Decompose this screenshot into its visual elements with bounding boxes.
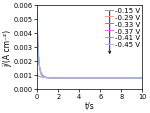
-0.37 V [36, 28, 38, 29]
-0.41 V [76, 77, 78, 79]
-0.37 V [97, 77, 99, 79]
-0.41 V [141, 77, 143, 79]
-0.15 V [141, 77, 143, 79]
-0.45 V [36, 11, 38, 13]
Line: -0.37 V: -0.37 V [37, 28, 142, 78]
-0.41 V [36, 15, 38, 17]
-0.15 V [105, 77, 106, 79]
-0.37 V [105, 77, 106, 79]
-0.41 V [105, 77, 106, 79]
-0.29 V [125, 77, 127, 79]
-0.45 V [99, 77, 101, 79]
-0.45 V [55, 77, 57, 79]
-0.33 V [105, 77, 106, 79]
-0.33 V [115, 77, 117, 79]
-0.29 V [76, 77, 78, 79]
-0.37 V [55, 77, 57, 79]
-0.33 V [55, 77, 57, 79]
-0.33 V [141, 77, 143, 79]
-0.45 V [115, 77, 117, 79]
Legend: -0.15 V, -0.29 V, -0.33 V, -0.37 V, -0.41 V, -0.45 V: -0.15 V, -0.29 V, -0.33 V, -0.37 V, -0.4… [104, 7, 141, 48]
-0.33 V [123, 77, 124, 79]
-0.15 V [115, 77, 117, 79]
-0.45 V [90, 77, 91, 79]
-0.33 V [36, 39, 38, 40]
-0.15 V [123, 77, 124, 79]
-0.33 V [76, 77, 78, 79]
-0.29 V [55, 77, 57, 79]
-0.41 V [123, 77, 124, 79]
Line: -0.15 V: -0.15 V [37, 75, 142, 78]
-0.37 V [123, 77, 124, 79]
Line: -0.29 V: -0.29 V [37, 48, 142, 78]
-0.37 V [76, 77, 78, 79]
X-axis label: t/s: t/s [85, 101, 95, 110]
-0.41 V [90, 77, 91, 79]
-0.15 V [55, 77, 57, 79]
-0.41 V [99, 77, 101, 79]
-0.29 V [115, 77, 117, 79]
Line: -0.33 V: -0.33 V [37, 39, 142, 78]
-0.15 V [36, 75, 38, 76]
-0.37 V [115, 77, 117, 79]
-0.15 V [76, 77, 78, 79]
-0.29 V [105, 77, 106, 79]
-0.33 V [99, 77, 101, 79]
-0.45 V [123, 77, 124, 79]
-0.33 V [109, 77, 111, 79]
-0.37 V [141, 77, 143, 79]
-0.29 V [123, 77, 124, 79]
-0.37 V [99, 77, 101, 79]
-0.15 V [99, 77, 101, 79]
Line: -0.45 V: -0.45 V [37, 12, 142, 78]
-0.45 V [141, 77, 143, 79]
-0.29 V [141, 77, 143, 79]
-0.15 V [141, 77, 143, 79]
Y-axis label: j/(A cm⁻²): j/(A cm⁻²) [3, 29, 12, 66]
-0.29 V [99, 77, 101, 79]
-0.45 V [76, 77, 78, 79]
-0.29 V [36, 47, 38, 48]
-0.41 V [55, 77, 57, 79]
-0.45 V [105, 77, 106, 79]
Line: -0.41 V: -0.41 V [37, 16, 142, 78]
-0.41 V [115, 77, 117, 79]
